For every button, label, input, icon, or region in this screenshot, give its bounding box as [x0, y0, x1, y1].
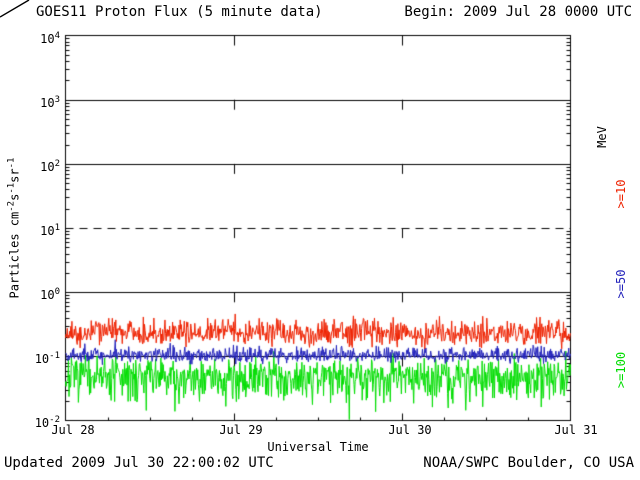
y-axis-label: Particles cm-2s-1sr-1: [6, 157, 22, 299]
y-tick-label-1e3: 103: [40, 95, 60, 110]
y-tick-label-1e2: 102: [40, 159, 60, 174]
credit-label: NOAA/SWPC Boulder, CO USA: [423, 455, 634, 471]
right-label-mev: MeV: [595, 126, 609, 148]
y-tick-label-1e-2: 10-2: [34, 415, 60, 430]
y-tick-label-1e0: 100: [40, 287, 60, 302]
right-label-ge10: >=10: [614, 179, 628, 209]
x-tick-label-jul29: Jul 29: [219, 423, 263, 437]
x-axis-label: Universal Time: [267, 440, 369, 454]
corner-artifact-line: [0, 0, 30, 18]
x-tick-label-jul28: Jul 28: [51, 423, 95, 437]
page-title: GOES11 Proton Flux (5 minute data): [36, 4, 323, 20]
x-tick-label-jul30: Jul 30: [388, 423, 432, 437]
y-tick-label-1e1: 101: [40, 223, 60, 238]
right-label-ge100: >=100: [614, 351, 628, 389]
y-tick-label-1e4: 104: [40, 31, 60, 46]
updated-timestamp: Updated 2009 Jul 30 22:00:02 UTC: [4, 455, 274, 471]
right-label-ge50: >=50: [614, 269, 628, 299]
x-tick-label-jul31: Jul 31: [554, 423, 598, 437]
y-tick-label-1e-1: 10-1: [34, 351, 60, 366]
begin-timestamp: Begin: 2009 Jul 28 0000 UTC: [404, 4, 632, 20]
